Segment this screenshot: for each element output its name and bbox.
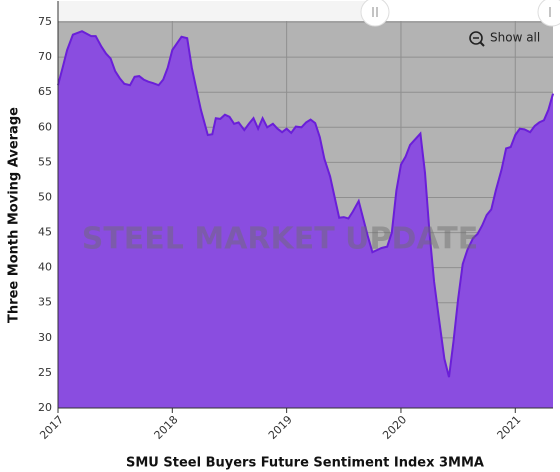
zoom-icon bbox=[469, 31, 483, 45]
y-tick-label: 50 bbox=[38, 190, 52, 203]
x-tick-label: 2020 bbox=[380, 413, 409, 442]
y-tick-label: 60 bbox=[38, 120, 52, 133]
y-tick-label: 40 bbox=[38, 261, 52, 274]
zoom-icon bbox=[479, 41, 485, 47]
range-handle[interactable] bbox=[537, 0, 560, 27]
x-tick-label: 2017 bbox=[37, 413, 66, 442]
y-tick-label: 45 bbox=[38, 226, 52, 239]
x-tick-label: 2021 bbox=[495, 413, 524, 442]
show-all-button[interactable]: Show all bbox=[469, 31, 540, 47]
scrollbar-thumb[interactable] bbox=[375, 1, 553, 21]
y-axis-title: Three Month Moving Average bbox=[7, 107, 22, 323]
y-tick-label: 20 bbox=[38, 401, 52, 414]
y-tick-label: 55 bbox=[38, 155, 52, 168]
watermark: STEEL MARKET UPDATE bbox=[82, 222, 479, 257]
x-tick-label: 2019 bbox=[266, 413, 295, 442]
area bbox=[58, 31, 553, 408]
chart-title: SMU Steel Buyers Future Sentiment Index … bbox=[126, 456, 484, 471]
range-handle[interactable] bbox=[360, 0, 390, 27]
line bbox=[57, 30, 554, 378]
y-tick-label: 65 bbox=[38, 85, 52, 98]
y-tick-label: 70 bbox=[38, 50, 52, 63]
y-tick-label: 75 bbox=[38, 15, 52, 28]
plot-area bbox=[57, 1, 554, 409]
y-tick-label: 35 bbox=[38, 296, 52, 309]
y-tick-label: 30 bbox=[38, 331, 52, 344]
y-tick-label: 25 bbox=[38, 366, 52, 379]
x-tick-label: 2018 bbox=[152, 413, 181, 442]
button-label[interactable]: Show all bbox=[490, 31, 540, 45]
